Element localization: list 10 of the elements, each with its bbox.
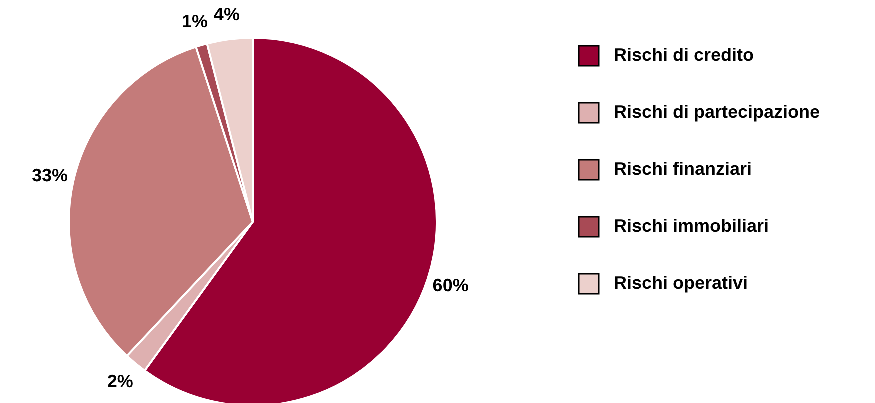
data-label: 33% [32,166,68,186]
legend-label: Rischi immobiliari [614,216,770,236]
data-label: 60% [432,275,469,296]
legend-label: Rischi finanziari [614,159,752,179]
data-label: 4% [214,4,240,25]
legend-label: Rischi di partecipazione [614,102,820,122]
data-label: 2% [107,371,134,392]
data-label: 1% [182,11,208,32]
legend-label: Rischi operativi [614,273,748,293]
legend-label: Rischi di credito [614,45,754,65]
